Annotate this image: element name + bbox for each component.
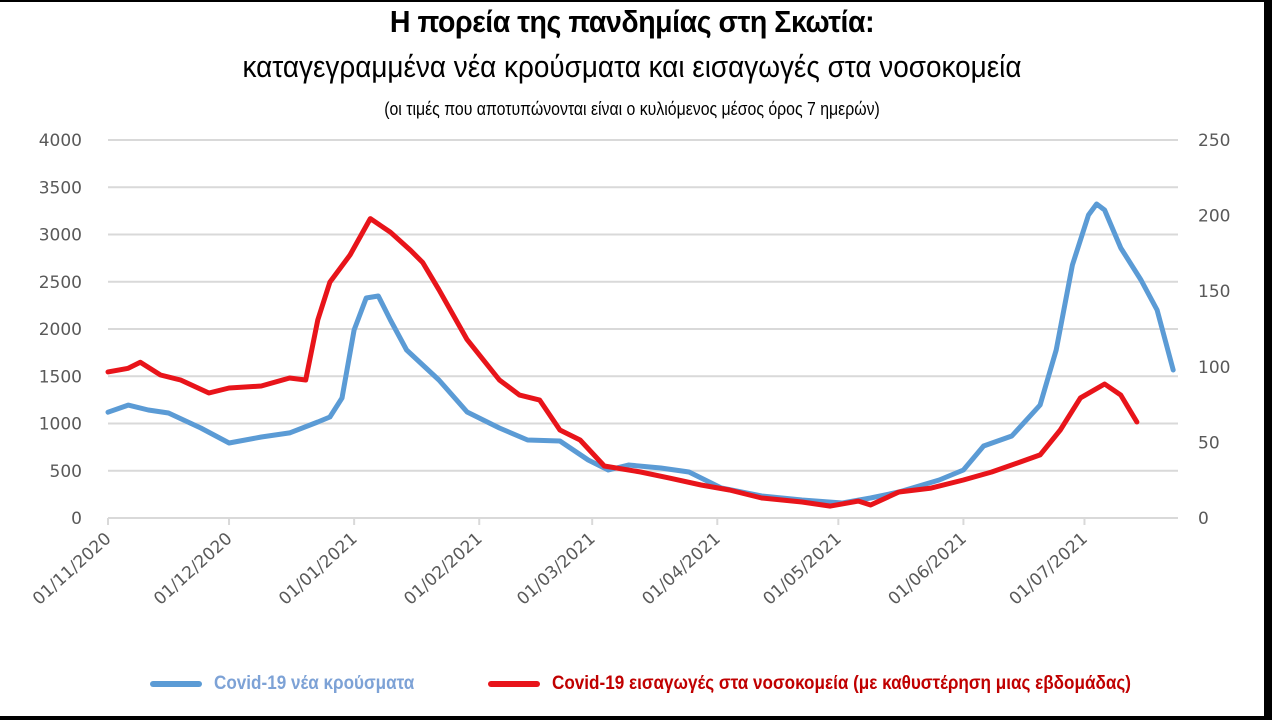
x-tick-label: 01/06/2021 [885,529,971,609]
x-tick-label: 01/12/2020 [150,529,236,609]
cases-line [105,201,1176,506]
y-left-tick-label: 3000 [39,226,82,246]
y-left-tick-label: 0 [71,509,82,529]
legend-swatch-cases [150,681,202,687]
series-lines [105,201,1176,509]
y-axis-right: 0 50 100 150 200 250 [1198,131,1230,529]
x-tick-label: 01/07/2021 [1006,529,1092,609]
chart-note: (οι τιμές που αποτυπώνονται είναι ο κυλι… [384,99,880,119]
chart-title: Η πορεία της πανδημίας στη Σκωτία: [389,4,875,39]
x-tick-label: 01/02/2021 [400,529,486,609]
legend-item-admissions: Covid-19 εισαγωγές στα νοσοκομεία (με κα… [488,673,1195,695]
y-right-tick-label: 100 [1198,358,1230,378]
x-tick-label: 01/03/2021 [513,529,599,609]
y-left-tick-label: 3500 [39,178,82,198]
y-left-tick-label: 4000 [39,131,82,151]
x-tick-label: 01/04/2021 [638,529,724,609]
x-tick-label: 01/01/2021 [275,529,361,609]
legend-label-admissions: Covid-19 εισαγωγές στα νοσοκομεία (με κα… [552,673,1131,694]
x-tick-label: 01/05/2021 [759,529,845,609]
y-left-tick-label: 500 [50,462,82,482]
chart-subtitle: καταγεγραμμένα νέα κρούσματα και εισαγωγ… [242,49,1022,84]
y-left-tick-label: 1000 [39,415,82,435]
y-left-tick-label: 1500 [39,367,82,387]
legend-swatch-admissions [488,681,540,687]
y-right-tick-label: 50 [1198,433,1220,453]
y-left-tick-label: 2500 [39,273,82,293]
admissions-line [105,216,1140,509]
legend-label-cases: Covid-19 νέα κρούσματα [214,673,415,694]
y-right-tick-label: 0 [1198,509,1209,529]
y-right-tick-label: 250 [1198,131,1230,151]
y-axis-left: 0 500 1000 1500 2000 2500 3000 3500 4000 [39,131,82,529]
y-right-tick-label: 150 [1198,282,1230,302]
y-left-tick-label: 2000 [39,320,82,340]
legend: Covid-19 νέα κρούσματα Covid-19 εισαγωγέ… [0,673,1264,703]
legend-item-cases: Covid-19 νέα κρούσματα [150,673,437,695]
y-right-tick-label: 200 [1198,207,1230,227]
x-tick-label: 01/11/2020 [29,529,115,609]
x-axis: 01/11/2020 01/12/2020 01/01/2021 01/02/2021… [29,518,1092,609]
